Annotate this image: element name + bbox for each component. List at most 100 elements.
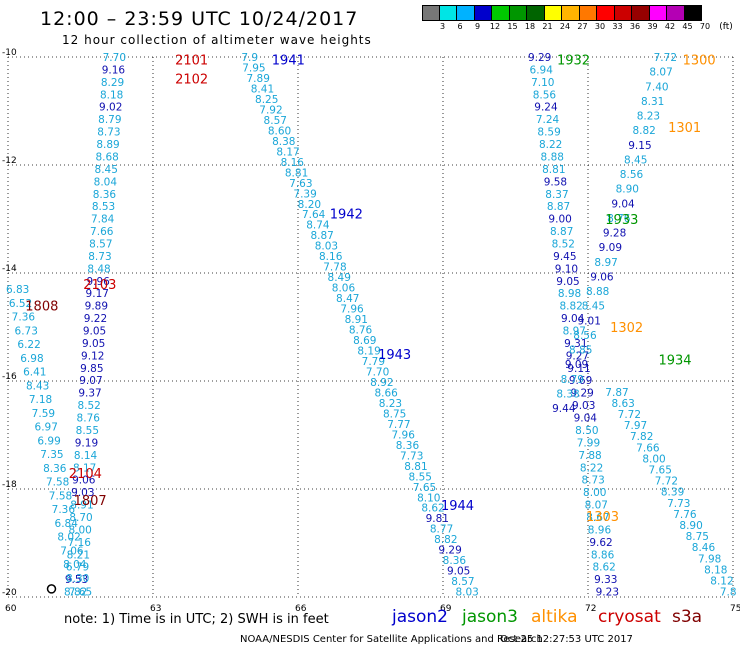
- wave-height-value: 9.10: [555, 263, 578, 275]
- pass-number-label: 1941: [272, 54, 305, 69]
- wave-height-value: 6.98: [20, 353, 43, 365]
- wave-height-value: 8.17: [276, 146, 299, 158]
- wave-height-value: 7.79: [362, 356, 385, 368]
- wave-height-value: 9.45: [553, 251, 576, 263]
- lon-tick-label: 69: [440, 604, 452, 614]
- wave-height-value: 6.99: [37, 435, 60, 447]
- wave-height-value: 8.04: [63, 559, 87, 571]
- wave-height-value: 7.64: [302, 209, 326, 221]
- scale-label: 18: [524, 22, 536, 31]
- wave-height-value: 7.58: [49, 490, 72, 502]
- page-title: 12:00 – 23:59 UTC 10/24/2017: [40, 8, 359, 30]
- lat-tick-label: -20: [2, 588, 17, 598]
- pass-number-label: 1932: [557, 54, 590, 69]
- wave-height-value: 9.04: [574, 413, 598, 425]
- wave-height-value: 8.45: [582, 301, 605, 313]
- wave-height-value: 9.01: [578, 315, 601, 327]
- lon-tick-label: 72: [585, 604, 596, 614]
- wave-height-value: 9.27: [566, 350, 589, 362]
- wave-height-value: 9.29: [528, 52, 551, 64]
- wave-height-value: 8.81: [404, 461, 427, 473]
- wave-height-value: 7.40: [645, 81, 668, 93]
- scale-swatch: [597, 5, 615, 21]
- credit-text: NOAA/NESDIS Center for Satellite Applica…: [240, 634, 543, 645]
- wave-height-value: 8.81: [285, 167, 308, 179]
- wave-height-value: 7.24: [536, 114, 560, 126]
- wave-height-value: 8.45: [95, 164, 118, 176]
- wave-height-value: 8.43: [26, 380, 49, 392]
- wave-height-value: 8.55: [76, 425, 99, 437]
- wave-height-value: 7.73: [400, 450, 423, 462]
- wave-height-value: 8.56: [533, 89, 557, 101]
- color-scale: [422, 5, 702, 21]
- wave-height-value: 9.15: [628, 140, 651, 152]
- wave-height-value: 8.50: [575, 425, 598, 437]
- wave-height-value: 8.18: [100, 89, 123, 101]
- scale-swatch: [439, 5, 457, 21]
- wave-height-value: 8.49: [328, 272, 351, 284]
- wave-height-value: 8.77: [430, 524, 453, 536]
- wave-height-value: 8.36: [43, 463, 67, 475]
- wave-height-value: 8.73: [581, 475, 604, 487]
- wave-height-value: 8.63: [611, 398, 634, 410]
- wave-height-value: 7.76: [673, 509, 697, 521]
- wave-height-value: 7.70: [103, 52, 126, 64]
- wave-height-value: 9.05: [556, 276, 579, 288]
- wave-height-value: 9.06: [590, 271, 614, 283]
- scale-label: 30: [594, 22, 606, 31]
- wave-height-value: 8.76: [349, 325, 373, 337]
- lon-tick-label: 60: [5, 604, 17, 614]
- wave-height-value: 7.63: [289, 178, 312, 190]
- scale-label: 12: [489, 22, 501, 31]
- pass-number-label: 1301: [668, 121, 701, 136]
- scale-swatch: [614, 5, 632, 21]
- wave-height-value: 8.62: [592, 562, 615, 574]
- wave-height-value: 8.20: [298, 199, 321, 211]
- pass-number-label: 1943: [378, 348, 411, 363]
- note-text: note: 1) Time is in UTC; 2) SWH is in fe…: [64, 612, 329, 627]
- wave-height-value: 7.70: [366, 366, 389, 378]
- pass-number-label: 1300: [683, 54, 716, 69]
- wave-height-value: 8.82: [434, 534, 457, 546]
- legend-s3a: s3a: [672, 607, 703, 627]
- wave-height-value: 8.22: [580, 462, 603, 474]
- scale-label: 15: [507, 22, 518, 31]
- scale-swatch: [457, 5, 475, 21]
- wave-height-value: 7.73: [667, 498, 690, 510]
- pass-number-label: 2104: [69, 467, 102, 482]
- legend-altika: altika: [531, 607, 578, 627]
- scale-swatch: [579, 5, 597, 21]
- pass-number-label: 1302: [610, 321, 643, 336]
- wave-height-value: 8.52: [552, 238, 575, 250]
- scale-swatch: [527, 5, 545, 21]
- wave-height-value: 8.38: [272, 136, 295, 148]
- wave-height-value: 9.22: [84, 313, 107, 325]
- wave-height-value: 8.23: [637, 111, 660, 123]
- wave-height-value: 7.82: [630, 431, 653, 443]
- wave-height-value: 7.39: [293, 188, 316, 200]
- wave-height-value: 8.03: [455, 587, 478, 599]
- scale-swatch: [667, 5, 685, 21]
- wave-height-value: 7.87: [605, 387, 628, 399]
- wave-height-value: 8.90: [616, 184, 639, 196]
- lon-tick-label: 75: [730, 604, 740, 614]
- wave-height-value: 8.76: [77, 413, 101, 425]
- wave-height-value: 7.18: [29, 394, 52, 406]
- wave-height-value: 8.90: [679, 520, 702, 532]
- wave-height-value: 8.79: [561, 374, 584, 386]
- scale-label: 42: [664, 22, 676, 31]
- wave-height-value: 8.67: [586, 512, 609, 524]
- wave-height-value: 7.66: [636, 442, 660, 454]
- wave-height-value: 7.36: [12, 312, 36, 324]
- wave-height-value: 7.95: [242, 62, 265, 74]
- wave-height-value: 7.72: [618, 409, 641, 421]
- lat-tick-label: -10: [2, 48, 17, 58]
- scale-swatch: [422, 5, 440, 21]
- wave-height-value: 8.76: [607, 213, 631, 225]
- wave-height-value: 7.58: [46, 477, 69, 489]
- wave-height-value: 8.36: [93, 189, 117, 201]
- wave-height-value: 8.96: [588, 524, 612, 536]
- wave-height-value: 7.96: [392, 429, 416, 441]
- wave-height-value: 8.88: [586, 286, 609, 298]
